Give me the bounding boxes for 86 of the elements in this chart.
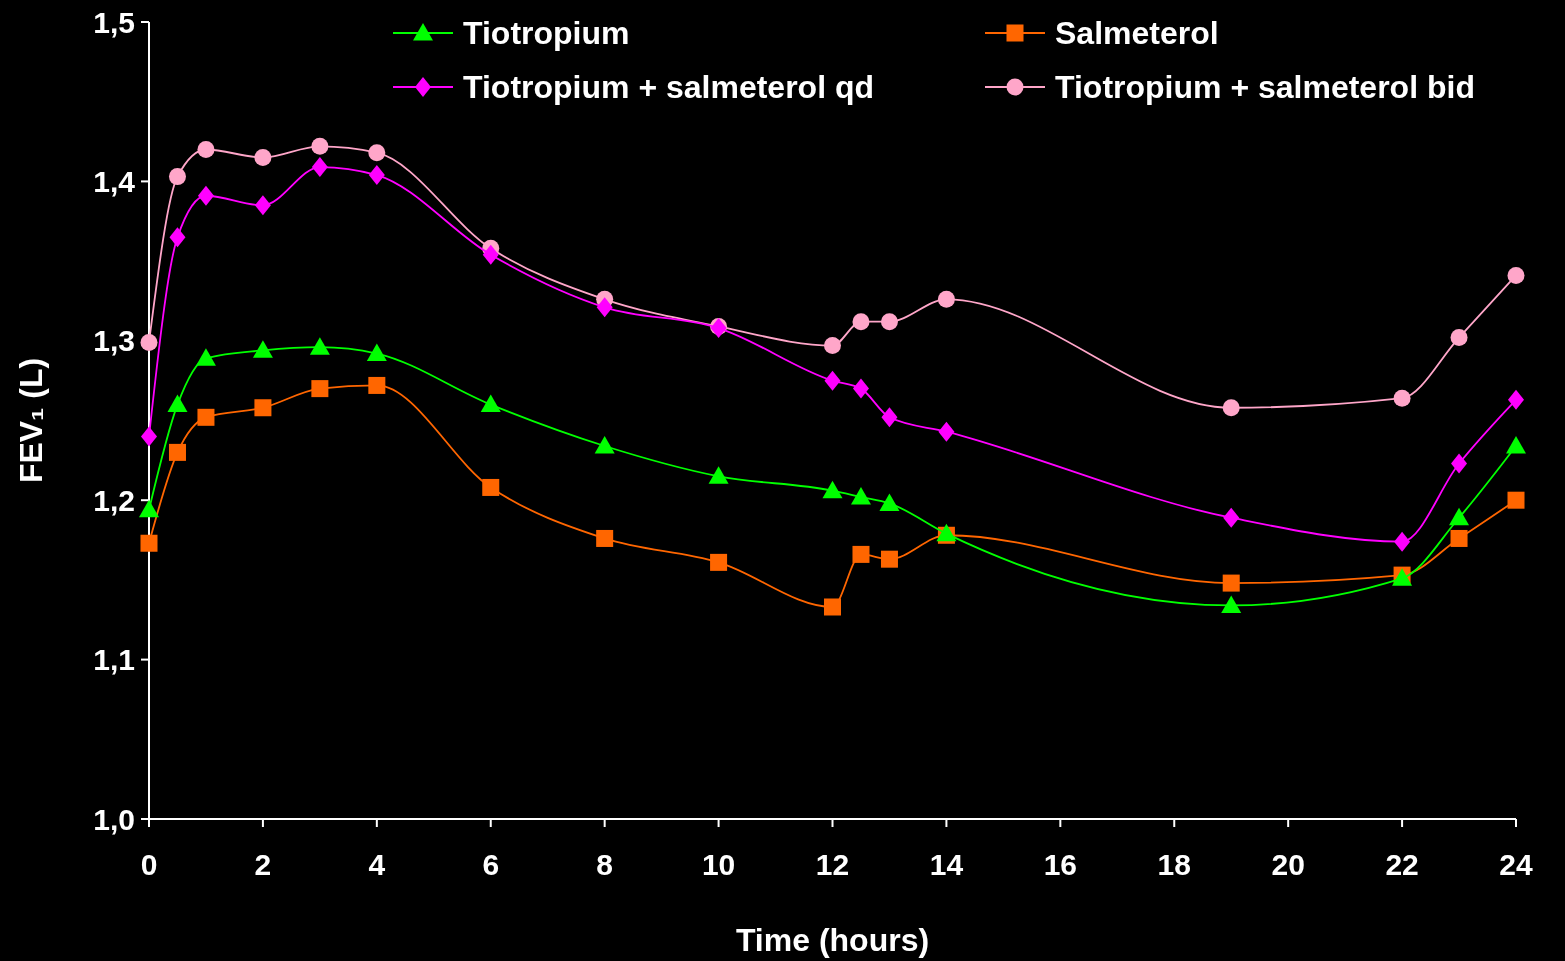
x-axis-title: Time (hours) <box>735 922 930 958</box>
y-axis-title: FEV₁ (L) <box>13 357 49 484</box>
x-tick-label: 4 <box>368 848 386 881</box>
point <box>1451 453 1468 474</box>
point <box>824 370 841 391</box>
point <box>879 493 900 511</box>
x-tick-label: 2 <box>254 848 272 881</box>
x-tick-label: 14 <box>929 848 964 881</box>
point <box>1393 389 1411 407</box>
point <box>197 185 214 206</box>
y-tick-label: 1,0 <box>93 802 135 836</box>
y-tick-label: 1,5 <box>93 5 135 39</box>
point <box>169 227 186 248</box>
point <box>168 443 186 461</box>
point <box>710 318 727 339</box>
point <box>852 378 869 399</box>
point <box>1223 507 1240 528</box>
point <box>824 598 841 616</box>
x-tick-label: 6 <box>482 848 500 881</box>
point <box>1450 329 1468 347</box>
point <box>1449 507 1470 526</box>
point <box>482 478 500 496</box>
point <box>708 466 729 484</box>
point <box>254 195 271 216</box>
point <box>168 168 186 186</box>
y-tick-label: 1,3 <box>93 324 135 358</box>
point <box>1506 436 1526 454</box>
point <box>140 534 158 552</box>
x-tick-label: 22 <box>1385 848 1419 881</box>
point <box>195 348 216 366</box>
x-tick-label: 0 <box>140 848 158 881</box>
point <box>167 394 188 413</box>
point <box>1221 595 1242 613</box>
point <box>594 436 615 454</box>
point <box>1222 399 1240 417</box>
y-tick-label: 1,4 <box>93 164 136 198</box>
point <box>596 297 613 318</box>
point <box>482 244 499 265</box>
point <box>937 290 955 308</box>
point <box>480 394 501 413</box>
legend-label: Tiotropium + salmeterol qd <box>463 69 875 106</box>
point <box>139 499 159 518</box>
point <box>1508 389 1524 410</box>
point <box>710 553 728 571</box>
point <box>824 337 841 355</box>
point <box>1450 529 1468 547</box>
x-tick-label: 24 <box>1499 848 1533 881</box>
x-tick-label: 18 <box>1157 848 1191 881</box>
x-tick-label: 8 <box>596 848 614 881</box>
point <box>254 399 272 417</box>
point <box>368 376 386 394</box>
point <box>1394 531 1411 552</box>
point <box>1507 491 1525 509</box>
point <box>1507 266 1525 284</box>
point <box>850 487 871 505</box>
point <box>852 545 870 563</box>
point <box>311 137 329 155</box>
point <box>197 408 215 426</box>
point <box>309 337 330 355</box>
point <box>852 313 870 331</box>
point <box>141 426 157 447</box>
point <box>140 333 158 351</box>
point <box>254 148 272 166</box>
point <box>366 343 387 362</box>
x-tick-label: 10 <box>701 848 736 881</box>
legend-label: Salmeterol <box>1055 15 1219 52</box>
x-tick-label: 16 <box>1043 848 1078 881</box>
legend-label: Tiotropium + salmeterol bid <box>1055 69 1475 106</box>
y-tick-label: 1,1 <box>93 643 135 677</box>
x-tick-label: 12 <box>815 848 850 881</box>
point <box>938 421 955 442</box>
point <box>596 529 614 547</box>
point <box>311 380 329 398</box>
point <box>252 340 273 358</box>
y-tick-label: 1,2 <box>93 483 135 517</box>
point <box>880 313 898 331</box>
x-tick-label: 20 <box>1271 848 1305 881</box>
point <box>880 550 898 568</box>
point <box>822 480 843 499</box>
legend-label: Tiotropium <box>463 15 630 52</box>
point <box>368 165 385 186</box>
point <box>368 144 386 162</box>
point <box>311 157 328 178</box>
point <box>197 141 215 159</box>
point <box>1222 574 1240 592</box>
point <box>881 407 898 428</box>
